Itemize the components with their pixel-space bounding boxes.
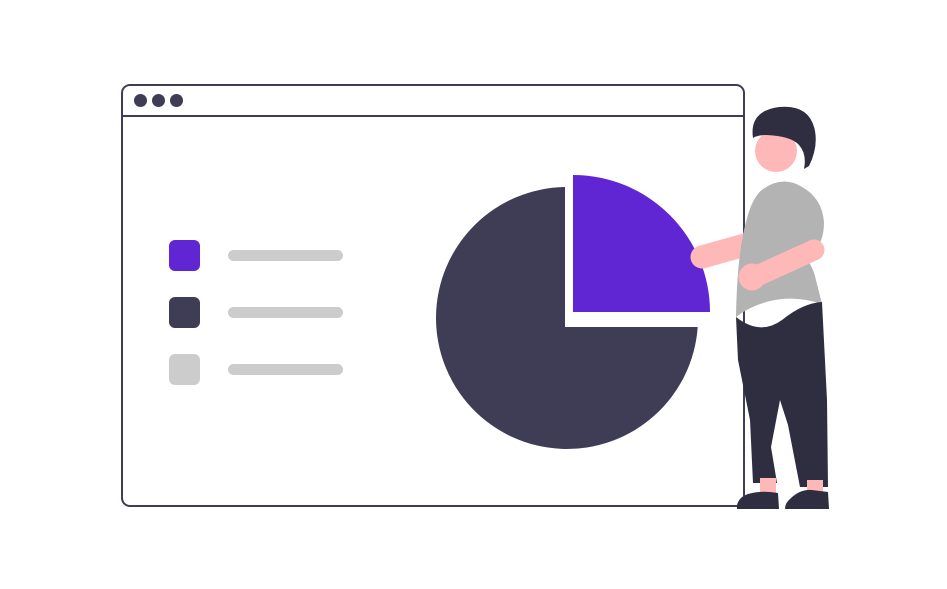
legend-item <box>169 354 343 385</box>
legend-swatch-gray <box>169 354 200 385</box>
legend-swatch-dark <box>169 297 200 328</box>
person-shoe <box>785 489 829 509</box>
pie-slice-large <box>436 187 698 449</box>
legend-item <box>169 297 343 328</box>
chart-legend <box>169 240 343 411</box>
legend-label-placeholder <box>228 364 343 375</box>
person-shoe <box>737 491 779 509</box>
person-face <box>755 130 797 172</box>
legend-label-placeholder <box>228 307 343 318</box>
window-control-dot <box>134 94 147 107</box>
person-hair <box>752 106 816 169</box>
person-hand <box>738 263 766 291</box>
pie-chart <box>436 175 710 449</box>
window-control-dot <box>170 94 183 107</box>
person-near-arm <box>746 239 825 287</box>
window-control-dot <box>152 94 165 107</box>
pie-slice-exploded <box>573 175 710 312</box>
person-ankle <box>760 478 776 496</box>
person-pants <box>736 302 828 487</box>
legend-label-placeholder <box>228 250 343 261</box>
browser-window-header <box>123 86 743 117</box>
legend-swatch-purple <box>169 240 200 271</box>
person <box>690 106 829 509</box>
legend-item <box>169 240 343 271</box>
